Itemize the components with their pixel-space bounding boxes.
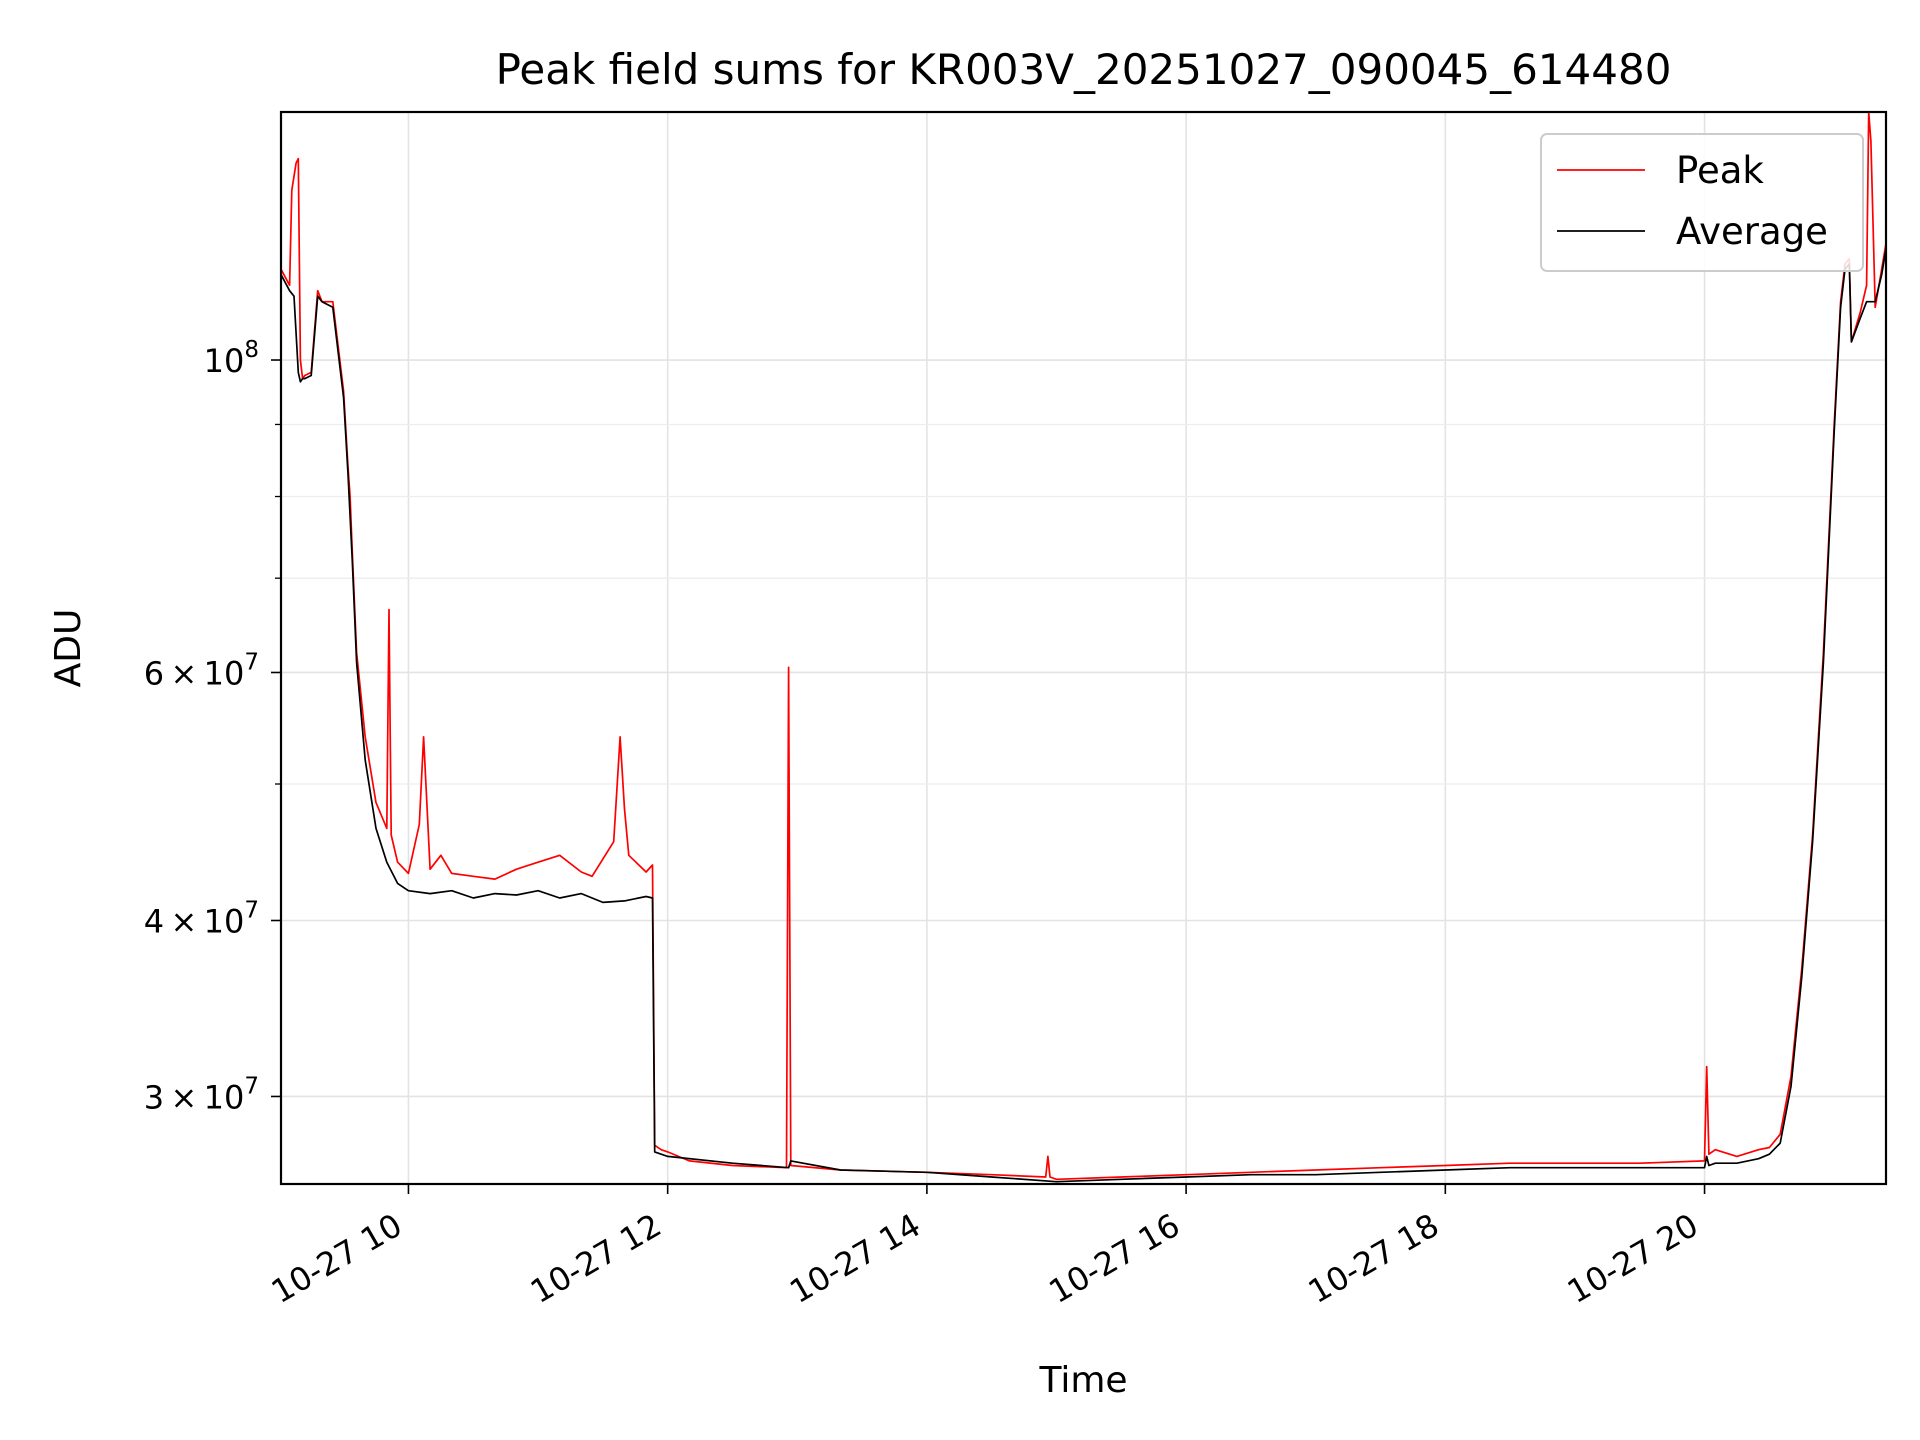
plot-frame <box>279 110 1888 1186</box>
x-axis-label: Time <box>1038 1360 1127 1401</box>
y-axis-label: ADU <box>48 609 89 688</box>
legend-box <box>1540 133 1864 272</box>
y-tick-exponent: 7 <box>244 1073 259 1099</box>
y-tick-exponent: 7 <box>244 649 259 675</box>
legend: Peak Average <box>1540 133 1864 272</box>
y-tick-mantissa: 10 <box>204 342 245 380</box>
y-tick-label: 3 × 107 <box>144 1073 259 1116</box>
legend-label-peak: Peak <box>1676 149 1764 192</box>
y-tick-mantissa: 3 × 10 <box>144 1078 245 1116</box>
chart-title: Peak field sums for KR003V_20251027_0900… <box>496 45 1672 94</box>
series-line-average <box>281 248 1886 1183</box>
y-tick-label: 6 × 107 <box>144 649 259 692</box>
y-tick-exponent: 7 <box>244 897 259 923</box>
plot-series <box>281 112 1886 1183</box>
y-tick-mantissa: 6 × 10 <box>144 654 245 692</box>
y-tick-label: 108 <box>204 337 259 380</box>
legend-label-average: Average <box>1676 210 1828 253</box>
y-tick-exponent: 8 <box>244 337 259 363</box>
y-tick-mantissa: 4 × 10 <box>144 902 245 940</box>
grid <box>281 112 1886 1184</box>
y-tick-label: 4 × 107 <box>144 897 259 940</box>
